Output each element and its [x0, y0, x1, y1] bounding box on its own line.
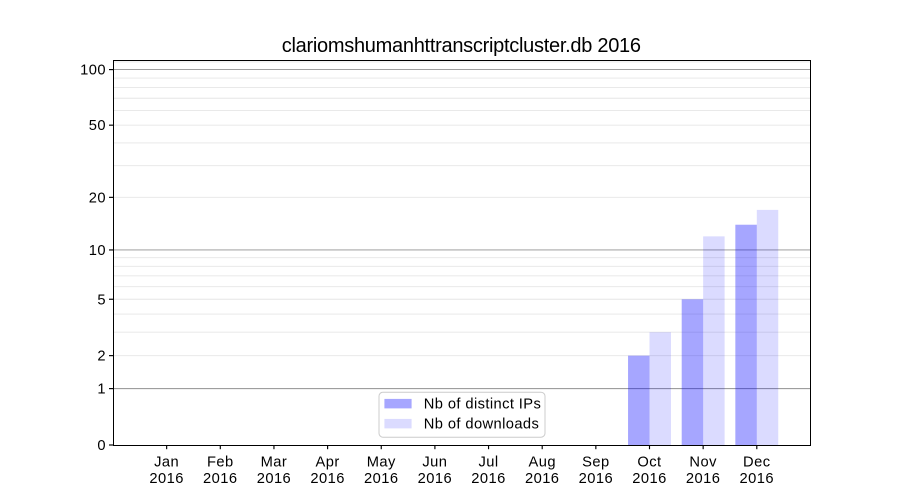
svg-text:Feb: Feb	[207, 455, 234, 471]
svg-text:5: 5	[97, 292, 106, 308]
svg-text:2016: 2016	[632, 471, 666, 487]
svg-text:50: 50	[89, 118, 106, 134]
svg-text:2016: 2016	[418, 471, 452, 487]
svg-text:Dec: Dec	[743, 455, 770, 471]
svg-text:2016: 2016	[149, 471, 183, 487]
svg-text:Mar: Mar	[261, 455, 288, 471]
svg-text:20: 20	[89, 190, 106, 206]
svg-text:Sep: Sep	[582, 455, 609, 471]
svg-text:2016: 2016	[471, 471, 505, 487]
svg-text:2016: 2016	[310, 471, 344, 487]
svg-text:10: 10	[89, 243, 106, 259]
svg-text:Oct: Oct	[637, 455, 661, 471]
svg-text:Nov: Nov	[689, 455, 717, 471]
svg-text:2: 2	[97, 349, 106, 365]
svg-text:2016: 2016	[686, 471, 720, 487]
svg-text:1: 1	[97, 382, 106, 398]
svg-text:2016: 2016	[579, 471, 613, 487]
svg-text:clariomshumanhttranscriptclust: clariomshumanhttranscriptcluster.db 2016	[282, 35, 641, 57]
svg-text:Aug: Aug	[528, 455, 555, 471]
svg-text:May: May	[367, 455, 396, 471]
svg-text:2016: 2016	[525, 471, 559, 487]
svg-text:100: 100	[80, 63, 106, 79]
svg-text:2016: 2016	[203, 471, 237, 487]
svg-text:Nb of downloads: Nb of downloads	[424, 416, 539, 432]
svg-text:Jun: Jun	[422, 455, 447, 471]
svg-text:0: 0	[97, 438, 106, 454]
svg-text:Jan: Jan	[154, 455, 179, 471]
svg-text:2016: 2016	[257, 471, 291, 487]
svg-text:2016: 2016	[740, 471, 774, 487]
svg-text:Apr: Apr	[315, 455, 339, 471]
svg-text:2016: 2016	[364, 471, 398, 487]
svg-text:Jul: Jul	[478, 455, 498, 471]
svg-text:Nb of distinct IPs: Nb of distinct IPs	[424, 396, 541, 412]
